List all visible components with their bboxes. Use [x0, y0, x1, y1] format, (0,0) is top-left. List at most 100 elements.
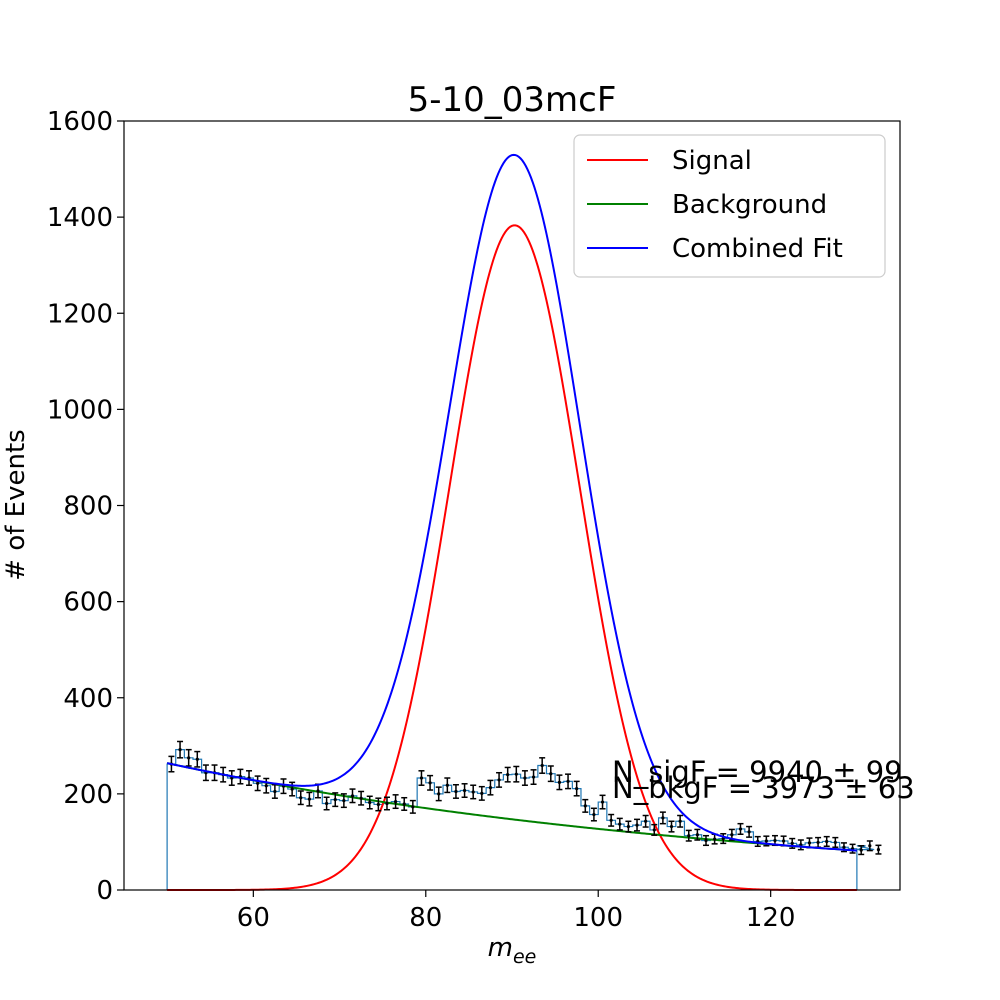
error-bar [470, 784, 477, 800]
data-point [583, 804, 587, 808]
data-point [600, 800, 605, 804]
error-bar [185, 748, 192, 767]
data-point [462, 788, 467, 793]
legend-label-background: Background [672, 190, 827, 220]
data-point [609, 818, 613, 822]
y-tick-label: 1200 [47, 299, 113, 329]
error-bar [358, 790, 365, 806]
data-point [695, 833, 699, 837]
error-bar [590, 807, 597, 822]
error-bar [332, 792, 339, 808]
data-point [419, 776, 424, 780]
error-bar [228, 770, 235, 786]
data-point [350, 794, 355, 798]
data-point [678, 819, 682, 823]
error-bar [694, 828, 701, 841]
data-point [333, 798, 337, 802]
error-bar [409, 799, 416, 814]
data-point [316, 789, 320, 793]
data-point [575, 786, 579, 791]
error-bar [297, 790, 304, 806]
data-point [290, 787, 294, 791]
data-point [687, 834, 691, 838]
error-bar [832, 836, 839, 848]
data-point [187, 756, 191, 760]
x-tick-label: 100 [573, 903, 623, 933]
data-point [178, 748, 182, 752]
data-point [807, 841, 812, 845]
error-bar [461, 783, 468, 798]
y-tick-label: 1400 [47, 203, 113, 233]
data-point [506, 773, 510, 777]
data-point [764, 839, 768, 843]
data-point [531, 775, 536, 779]
error-bar [263, 777, 270, 794]
data-point [385, 801, 389, 806]
data-point [661, 816, 665, 820]
error-bar [435, 786, 442, 802]
error-bar [444, 777, 451, 794]
data-point [307, 797, 311, 801]
error-bar [582, 798, 589, 813]
error-bar [789, 837, 796, 849]
annotation-n-sig: N_sigF = 9940 ± 99 [612, 755, 903, 789]
error-bar [392, 794, 399, 810]
data-point [626, 824, 631, 829]
error-bar [513, 765, 520, 783]
data-point [411, 805, 415, 809]
error-bar [720, 833, 727, 845]
error-bar [625, 820, 632, 833]
data-point [256, 781, 260, 785]
annotation-n-bkg: N_bkgF = 3973 ± 63 [612, 771, 915, 805]
error-bar [323, 796, 330, 811]
error-bar [737, 822, 744, 835]
data-point [488, 786, 493, 790]
error-bar [202, 764, 209, 782]
legend-label-signal: Signal [672, 146, 752, 176]
error-bar [366, 795, 373, 810]
y-tick-label: 1600 [47, 107, 113, 137]
data-point [773, 838, 777, 843]
error-bar [668, 820, 675, 833]
error-bar [573, 780, 580, 797]
data-point [713, 837, 717, 841]
error-bar [797, 839, 804, 851]
error-bar [616, 817, 623, 831]
data-point [454, 789, 458, 794]
data-point [359, 796, 363, 800]
data-point [644, 819, 648, 823]
y-axis-title: # of Events [1, 429, 31, 580]
data-point [342, 799, 346, 803]
data-point [394, 799, 398, 804]
data-point [825, 839, 829, 844]
data-point [833, 840, 837, 845]
error-bar [547, 765, 554, 783]
data-point [402, 802, 406, 806]
error-bar [418, 770, 425, 786]
error-bar [565, 773, 572, 790]
error-bar [685, 829, 692, 842]
error-bar [746, 825, 753, 838]
error-bar [504, 766, 511, 783]
data-point [730, 833, 734, 837]
error-bar [383, 796, 390, 811]
series-line-signal [167, 224, 857, 891]
error-bar [452, 783, 459, 799]
data-point [368, 800, 372, 805]
error-bar [530, 769, 537, 786]
data-point [738, 827, 743, 831]
x-axis-title: mee [488, 933, 537, 968]
data-point [592, 812, 596, 817]
data-point [652, 828, 656, 832]
error-bar [496, 771, 503, 788]
y-tick-label: 0 [96, 876, 113, 906]
y-tick-label: 600 [63, 588, 113, 618]
fit-annotations: N_sigF = 9940 ± 99 N_bkgF = 3973 ± 63 [612, 755, 915, 805]
data-point [264, 784, 268, 788]
x-axis-title-main: m [488, 933, 513, 963]
chart-title: 5-10_03mcF [408, 80, 617, 120]
data-point [540, 763, 544, 768]
data-point [868, 844, 872, 848]
error-bar [306, 791, 313, 807]
data-point [790, 841, 794, 845]
